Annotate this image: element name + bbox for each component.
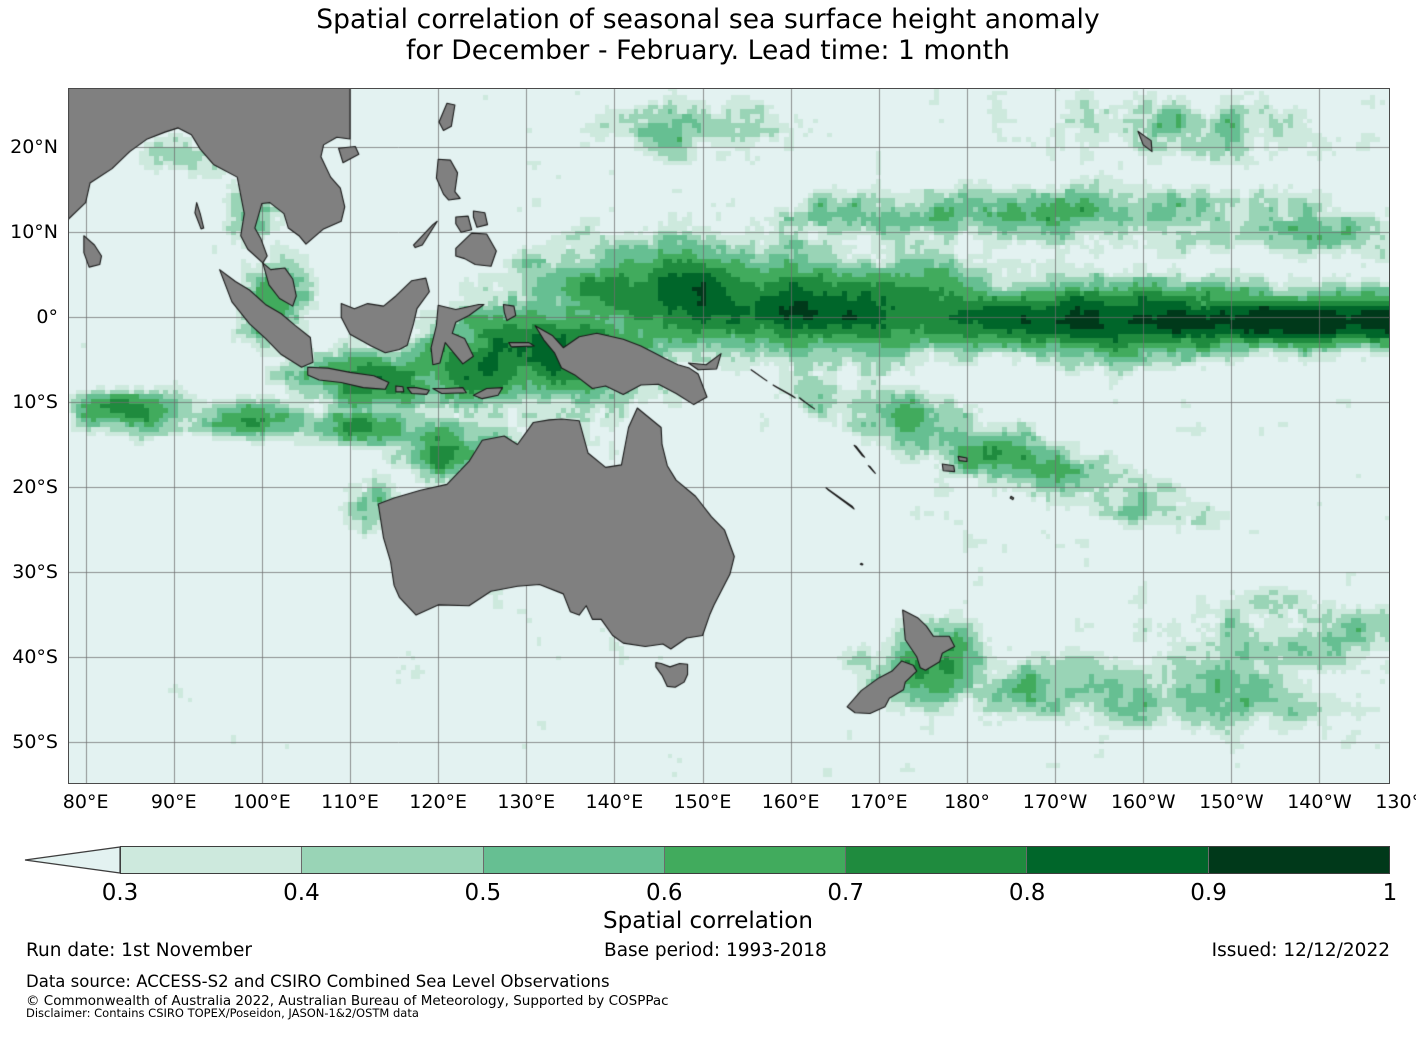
colorbar-band-0 (121, 847, 303, 873)
colorbar-axis-label: Spatial correlation (603, 908, 813, 934)
issued-date-text: Issued: 12/12/2022 (1211, 940, 1390, 961)
longitude-tick-14: 140°W (1287, 791, 1352, 813)
disclaimer-text: Disclaimer: Contains CSIRO TOPEX/Poseido… (26, 1006, 419, 1020)
latitude-tick-5: 30°S (12, 560, 58, 583)
latitude-tick-7: 50°S (12, 730, 58, 753)
colorbar-tick-6: 0.9 (1190, 880, 1227, 906)
footer-meta-row: Run date: 1st November Base period: 1993… (0, 940, 1416, 970)
longitude-tick-5: 130°E (497, 791, 556, 813)
longitude-tick-9: 170°E (849, 791, 908, 813)
colorbar-tick-2: 0.5 (464, 880, 502, 906)
longitude-tick-13: 150°W (1199, 791, 1264, 813)
colorbar-band-4 (846, 847, 1028, 873)
longitude-tick-1: 90°E (150, 791, 197, 813)
latitude-tick-3: 10°S (12, 391, 58, 414)
longitude-tick-15: 130°W (1375, 791, 1416, 813)
longitude-tick-2: 100°E (233, 791, 291, 813)
colorbar-gradient (120, 846, 1390, 874)
colorbar-band-6 (1208, 847, 1389, 873)
colorbar-tick-3: 0.6 (645, 880, 683, 906)
latitude-axis: 20°N 10°N 0° 10°S 20°S 30°S 40°S 50°S (0, 0, 68, 1050)
latitude-tick-0: 20°N (10, 136, 58, 159)
colorbar-band-5 (1027, 847, 1209, 873)
map-plot-area (68, 88, 1390, 784)
colorbar-tick-7: 1 (1382, 880, 1398, 906)
longitude-tick-4: 120°E (409, 791, 468, 813)
correlation-heatmap-canvas (68, 88, 1390, 784)
colorbar-band-1 (302, 847, 484, 873)
data-source-text: Data source: ACCESS-S2 and CSIRO Combine… (26, 972, 610, 991)
colorbar-tick-0: 0.3 (101, 880, 139, 906)
longitude-tick-0: 80°E (62, 791, 109, 813)
colorbar-region: Spatial correlation 0.3 0.4 0.5 0.6 0.7 0.8 0.… (0, 838, 1416, 938)
latitude-tick-2: 0° (36, 306, 58, 329)
longitude-tick-10: 180° (944, 791, 990, 813)
longitude-tick-12: 160°W (1110, 791, 1176, 813)
longitude-tick-7: 150°E (673, 791, 732, 813)
longitude-tick-6: 140°E (585, 791, 644, 813)
longitude-tick-11: 170°W (1022, 791, 1088, 813)
chart-title-line-1: Spatial correlation of seasonal sea surf… (316, 4, 1100, 35)
colorbar-tick-1: 0.4 (283, 880, 320, 906)
chart-title-line-2: for December - February. Lead time: 1 mo… (405, 35, 1011, 66)
longitude-tick-8: 160°E (761, 791, 820, 813)
colorbar-tick-5: 0.8 (1008, 880, 1046, 906)
colorbar-band-3 (664, 847, 847, 873)
latitude-tick-1: 10°N (10, 221, 58, 244)
colorbar-min-extend-arrow (24, 846, 121, 874)
copyright-text: © Commonwealth of Australia 2022, Austra… (26, 993, 669, 1009)
run-date-text: Run date: 1st November (26, 940, 252, 961)
latitude-tick-6: 40°S (12, 645, 58, 668)
colorbar-tick-4: 0.7 (827, 880, 864, 906)
base-period-text: Base period: 1993-2018 (604, 940, 827, 961)
latitude-tick-4: 20°S (12, 475, 58, 498)
colorbar-band-2 (483, 847, 665, 873)
chart-title: Spatial correlation of seasonal sea surf… (0, 4, 1416, 66)
longitude-tick-3: 110°E (321, 791, 379, 813)
